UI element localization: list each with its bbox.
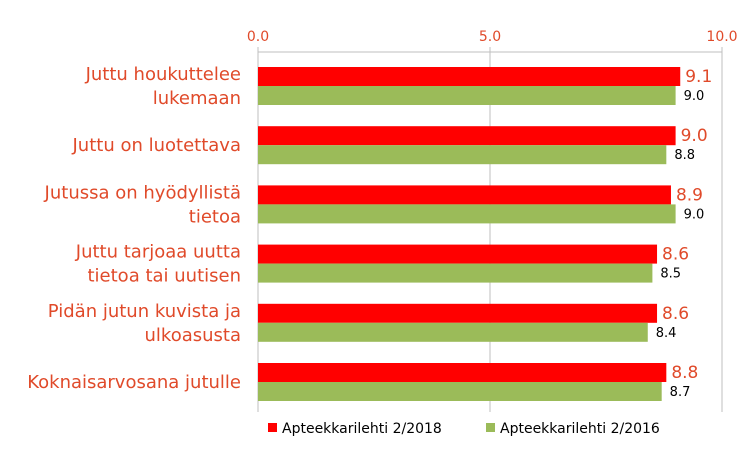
x-tick-label-0: 0.0 <box>247 29 269 45</box>
legend-swatch-2018 <box>268 423 277 432</box>
category-label-line: Koknaisarvosana jutulle <box>27 372 241 393</box>
value-label-2018-2: 8.9 <box>676 185 703 205</box>
bar-2018-2 <box>258 185 671 205</box>
bar-2016-4 <box>258 322 648 342</box>
value-label-2016-4: 8.4 <box>656 326 677 341</box>
bar-2018-1 <box>258 126 676 146</box>
value-label-2016-0: 9.0 <box>684 89 705 104</box>
value-label-2018-0: 9.1 <box>685 67 712 87</box>
bar-2016-3 <box>258 263 653 283</box>
bar-2016-0 <box>258 86 676 105</box>
category-label-line: Juttu tarjoaa uutta <box>75 242 241 263</box>
bar-2016-1 <box>258 145 667 165</box>
category-label-4: Pidän jutun kuvista ja ulkoasusta <box>48 301 241 346</box>
category-labels: Juttu houkuttelee lukemaan Juttu on luotet… <box>27 64 241 393</box>
category-label-line: Jutussa on hyödyllistä <box>44 182 241 203</box>
category-label-2: Jutussa on hyödyllistä tietoa <box>44 182 241 227</box>
category-label-0: Juttu houkuttelee lukemaan <box>85 64 241 109</box>
category-label-line: Pidän jutun kuvista ja <box>48 301 241 322</box>
category-label-line: ulkoasusta <box>145 325 242 346</box>
legend-label-2018: Apteekkarilehti 2/2018 <box>282 421 442 437</box>
value-label-2016-3: 8.5 <box>660 267 681 282</box>
category-label-line: lukemaan <box>153 88 241 109</box>
x-tick-label-2: 10.0 <box>706 29 737 45</box>
value-labels: 9.1 9.0 9.0 8.8 8.9 9.0 8.6 8.5 8.6 8.4 8.8 8.7 <box>656 67 713 400</box>
category-label-line: Juttu on luotettava <box>72 135 242 156</box>
legend-swatch-2016 <box>486 423 495 432</box>
category-label-5: Koknaisarvosana jutulle <box>27 372 241 393</box>
bar-2016-2 <box>258 204 676 224</box>
value-label-2018-5: 8.8 <box>671 363 698 383</box>
bar-2018-5 <box>258 363 667 382</box>
bar-2018-3 <box>258 244 658 264</box>
value-label-2018-4: 8.6 <box>662 304 689 324</box>
x-tick-label-1: 5.0 <box>479 29 501 45</box>
value-label-2016-2: 9.0 <box>684 207 705 222</box>
bars <box>258 67 681 401</box>
x-axis-ticks: 0.0 5.0 10.0 <box>247 29 738 45</box>
legend: Apteekkarilehti 2/2018 Apteekkarilehti 2/… <box>268 421 660 437</box>
value-label-2018-1: 9.0 <box>681 126 708 146</box>
category-label-1: Juttu on luotettava <box>72 135 242 156</box>
category-label-3: Juttu tarjoaa uutta tietoa tai uutisen <box>75 242 241 287</box>
category-label-line: tietoa tai uutisen <box>87 266 241 287</box>
grid-lines <box>257 47 723 412</box>
bar-2018-4 <box>258 303 658 323</box>
category-label-line: Juttu houkuttelee <box>85 64 241 85</box>
value-label-2018-3: 8.6 <box>662 245 689 265</box>
value-label-2016-5: 8.7 <box>670 385 691 400</box>
bar-2016-5 <box>258 382 662 401</box>
category-label-line: tietoa <box>189 206 241 227</box>
bar-2018-0 <box>258 67 681 86</box>
legend-label-2016: Apteekkarilehti 2/2016 <box>500 421 660 437</box>
value-label-2016-1: 8.8 <box>674 148 695 163</box>
